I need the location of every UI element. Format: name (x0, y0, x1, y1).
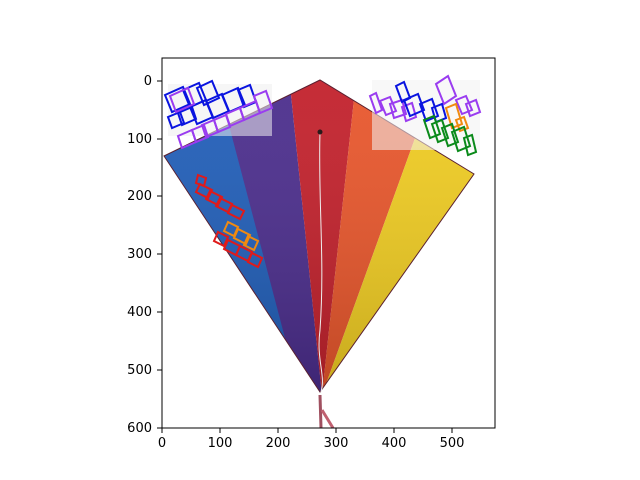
box-orange (232, 227, 252, 246)
y-tick-label: 400 (127, 305, 152, 320)
box-red (194, 182, 214, 200)
box-orange (444, 102, 464, 130)
annotation-boxes-left (163, 79, 274, 150)
box-purple (378, 95, 398, 117)
x-tick-label: 200 (266, 436, 291, 451)
annotation-boxes-panel (194, 173, 264, 269)
axes-frame (161, 57, 496, 429)
box-green (422, 114, 442, 140)
y-tick-label: 300 (127, 247, 152, 262)
box-purple (388, 98, 408, 120)
kite-string (318, 131, 323, 393)
y-tick-label: 100 (127, 132, 152, 147)
x-tick-label: 100 (208, 436, 233, 451)
box-purple (434, 74, 458, 106)
box-blue (163, 85, 192, 114)
x-tick-label: 400 (382, 436, 407, 451)
y-tick-label: 0 (144, 74, 152, 89)
box-purple (252, 89, 274, 115)
box-orange (454, 115, 470, 133)
y-tick-label: 500 (127, 363, 152, 378)
box-red (246, 251, 264, 269)
box-blue (176, 105, 198, 127)
box-green (430, 118, 450, 144)
box-purple (368, 91, 384, 115)
y-axis: 0 100 200 300 400 500 600 (127, 74, 162, 436)
box-orange (242, 234, 260, 252)
box-blue (195, 79, 221, 107)
box-blue (402, 92, 426, 118)
annotation-boxes-right (368, 74, 482, 157)
y-tick-label: 200 (127, 189, 152, 204)
y-tick-label: 600 (127, 421, 152, 436)
x-axis: 0 100 200 300 400 500 (158, 428, 465, 451)
box-purple (400, 101, 418, 123)
box-green (450, 125, 472, 153)
box-red (212, 230, 230, 248)
plot-area (161, 57, 496, 429)
box-green (462, 133, 478, 157)
x-tick-label: 500 (440, 436, 465, 451)
box-purple (454, 94, 474, 116)
x-tick-label: 300 (324, 436, 349, 451)
box-purple (464, 98, 482, 118)
box-green (440, 122, 460, 148)
x-tick-label: 0 (158, 436, 166, 451)
box-blue (166, 110, 186, 130)
box-blue (418, 97, 440, 123)
box-red (226, 203, 246, 221)
kite-tail (318, 394, 323, 429)
box-red (204, 189, 224, 207)
box-purple (168, 86, 196, 114)
